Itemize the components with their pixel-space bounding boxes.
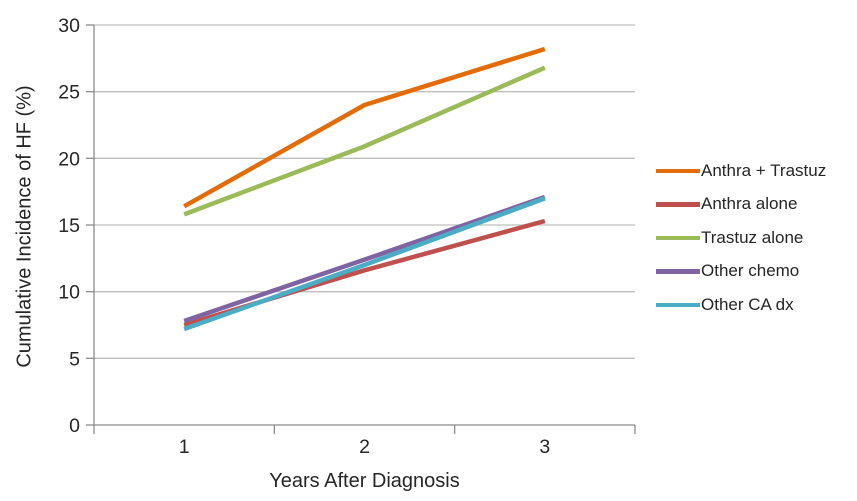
legend-line-swatch	[656, 269, 700, 274]
legend-label: Anthra + Trastuz	[701, 160, 827, 180]
y-tick-label: 10	[58, 282, 80, 304]
legend-line-swatch	[656, 302, 700, 307]
legend-line-swatch	[656, 168, 700, 173]
legend-line-swatch	[656, 202, 700, 207]
legend-item: Other CA dx	[656, 288, 856, 322]
series-line-trastuz-alone	[183, 65, 546, 217]
x-tick-label: 1	[179, 436, 190, 458]
x-tick-label: 2	[359, 436, 370, 458]
y-tick-label: 20	[58, 148, 80, 170]
y-tick-label: 25	[58, 82, 80, 104]
series-line-anthra-trastuz	[183, 46, 546, 209]
legend-line-swatch	[656, 235, 700, 240]
legend-label: Other chemo	[701, 261, 800, 281]
legend-item: Other chemo	[656, 255, 856, 289]
y-tick-label: 0	[69, 415, 80, 437]
legend: Anthra + Trastuz Anthra alone Trastuz alon…	[656, 154, 856, 322]
series-line-other-chemo	[183, 194, 546, 324]
x-axis-title: Years After Diagnosis	[269, 470, 460, 492]
series-line-other-ca-dx	[183, 196, 546, 332]
legend-item: Anthra + Trastuz	[656, 154, 856, 188]
legend-label: Trastuz alone	[701, 227, 804, 247]
y-tick-label: 15	[58, 215, 80, 237]
legend-label: Anthra alone	[701, 194, 798, 214]
legend-item: Trastuz alone	[656, 221, 856, 255]
legend-label: Other CA dx	[701, 294, 794, 314]
x-tick-label: 3	[539, 436, 550, 458]
y-tick-label: 30	[58, 15, 80, 37]
legend-item: Anthra alone	[656, 188, 856, 222]
y-axis-title: Cumulative Incidence of HF (%)	[13, 85, 36, 368]
y-tick-label: 5	[69, 348, 80, 370]
